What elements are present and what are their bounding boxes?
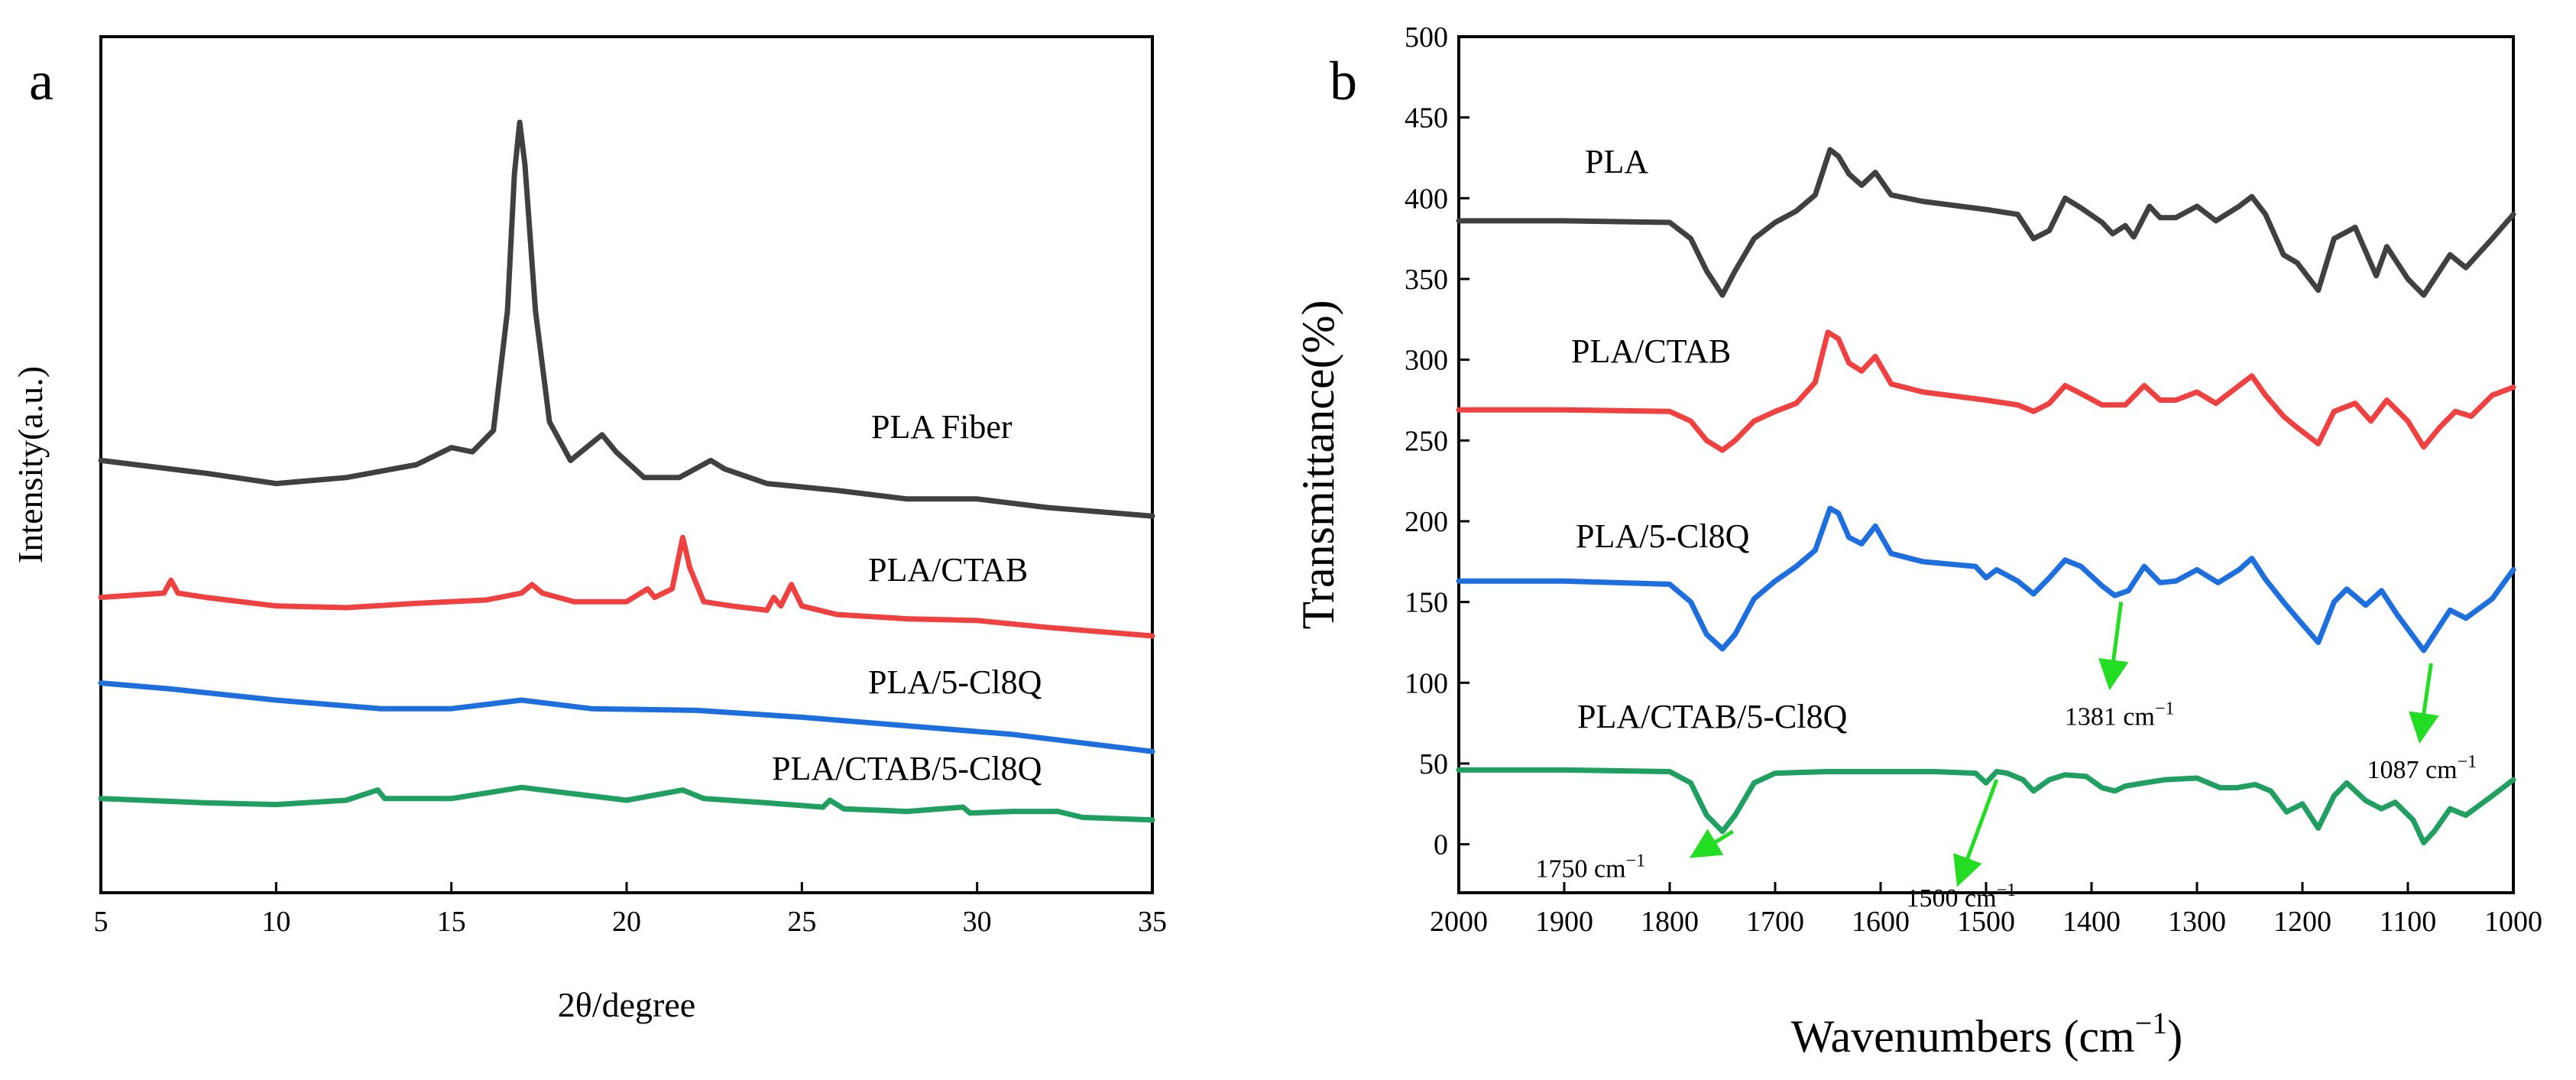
- y-tick-label-b-0: 0: [1434, 829, 1448, 861]
- panel-letter-b: b: [1330, 50, 1357, 112]
- y-ticks-b: 0 50 100 150 200 250 300 350 400 450 500: [1405, 21, 1469, 861]
- y-tick-label-b-400: 400: [1405, 183, 1448, 215]
- y-tick-label-b-100: 100: [1405, 667, 1448, 699]
- y-axis-label-a: Intensity(a.u.): [11, 366, 50, 563]
- panel-a: a 5 10 15 20 25 30 35 PLA Fiber PLA/CTAB PLA/5…: [11, 35, 1167, 1024]
- annotation-arrow-1: [2409, 663, 2439, 744]
- x-tick-label-b-1000: 1000: [2484, 906, 2542, 938]
- annotation-label-1: 1087 cm−1: [2367, 752, 2477, 784]
- x-tick-label-a-10: 10: [261, 906, 290, 938]
- y-axis-label-b: Transmittance(%): [1293, 300, 1343, 629]
- x-tick-label-a-20: 20: [612, 906, 641, 938]
- y-tick-label-b-350: 350: [1405, 264, 1448, 296]
- x-tick-label-b-1300: 1300: [2168, 906, 2226, 938]
- series-line-b-pla-5-cl8q: [1456, 505, 2516, 654]
- x-tick-label-b-1200: 1200: [2273, 906, 2331, 938]
- x-ticks-a: 5 10 15 20 25 30 35: [94, 882, 1167, 938]
- annotation-arrow-0: [2098, 602, 2129, 691]
- x-tick-label-b-1100: 1100: [2380, 906, 2437, 938]
- panel-letter-a: a: [29, 50, 53, 112]
- x-tick-label-b-1700: 1700: [1746, 906, 1804, 938]
- x-tick-label-b-1900: 1900: [1535, 906, 1593, 938]
- series-line-a-pla-5-cl8q: [98, 680, 1155, 754]
- series-label-pla-fiber: PLA Fiber: [871, 408, 1013, 446]
- annotation-arrow-3: [1953, 779, 1999, 887]
- y-tick-label-b-150: 150: [1405, 587, 1448, 619]
- x-tick-label-b-1500: 1500: [1957, 906, 2015, 938]
- series-line-a-pla-ctab-5-cl8q: [98, 784, 1155, 823]
- series-label-pla: PLA: [1585, 143, 1648, 180]
- x-axis-label-a: 2θ/degree: [558, 985, 695, 1024]
- x-tick-label-a-5: 5: [94, 906, 109, 938]
- series-label-pla-5cl8q: PLA/5-Cl8Q: [868, 663, 1042, 701]
- annotations-b: 1381 cm−1 1087 cm−1 1750 cm−1 1500 cm−1: [1536, 602, 2477, 913]
- x-tick-label-a-30: 30: [963, 906, 992, 938]
- series-group-a: [98, 119, 1155, 823]
- series-line-a-pla-fiber: [98, 119, 1155, 519]
- series-label-pla-ctab-5cl8q: PLA/CTAB/5-Cl8Q: [772, 750, 1042, 787]
- series-label-pla-ctab-b: PLA/CTAB: [1571, 332, 1731, 370]
- series-label-pla-ctab: PLA/CTAB: [868, 551, 1028, 589]
- annotation-label-0: 1381 cm−1: [2065, 699, 2175, 731]
- y-tick-label-b-50: 50: [1419, 748, 1448, 780]
- panel-b: b 2000 1900 1800 1700 1600 1500 1400 1300 1200 11…: [1293, 21, 2542, 1062]
- x-tick-label-a-15: 15: [437, 906, 466, 938]
- y-tick-label-b-500: 500: [1405, 21, 1448, 54]
- x-tick-label-b-2000: 2000: [1430, 906, 1488, 938]
- series-line-b-pla-ctab-5-cl8q: [1456, 767, 2516, 845]
- y-tick-label-b-200: 200: [1405, 506, 1448, 538]
- x-tick-label-b-1800: 1800: [1641, 906, 1699, 938]
- series-label-pla-ctab-5cl8q-b: PLA/CTAB/5-Cl8Q: [1577, 698, 1848, 735]
- x-axis-label-b-end: ): [2167, 1011, 2182, 1062]
- x-axis-label-b-main: Wavenumbers (cm: [1791, 1011, 2135, 1062]
- series-line-b-pla-ctab: [1456, 329, 2516, 453]
- x-axis-label-b: Wavenumbers (cm−1): [1791, 1006, 2183, 1062]
- series-group-b: [1456, 147, 2516, 845]
- x-axis-label-b-sup: −1: [2135, 1006, 2168, 1040]
- series-line-b-pla: [1456, 147, 2516, 298]
- series-line-a-pla-ctab: [98, 534, 1155, 639]
- x-tick-label-b-1400: 1400: [2062, 906, 2121, 938]
- annotation-label-3: 1500 cm−1: [1907, 881, 2017, 913]
- series-label-pla-5cl8q-b: PLA/5-Cl8Q: [1576, 517, 1750, 555]
- x-tick-label-a-25: 25: [787, 906, 816, 938]
- x-ticks-b: 2000 1900 1800 1700 1600 1500 1400 1300 1200 1100…: [1430, 882, 2542, 938]
- y-tick-label-b-300: 300: [1405, 345, 1448, 377]
- x-tick-label-b-1600: 1600: [1852, 906, 1910, 938]
- y-tick-label-b-250: 250: [1405, 425, 1448, 457]
- annotation-label-2: 1750 cm−1: [1536, 851, 1646, 883]
- x-tick-label-a-35: 35: [1138, 906, 1167, 938]
- annotation-arrow-2: [1689, 829, 1735, 858]
- y-tick-label-b-450: 450: [1405, 102, 1448, 135]
